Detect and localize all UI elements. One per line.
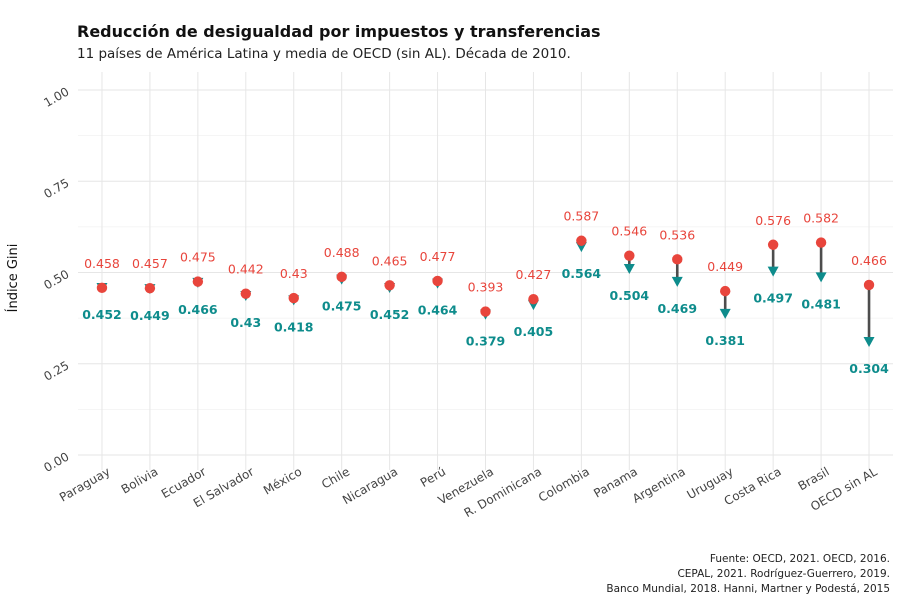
before-value-label: 0.546 (611, 224, 647, 239)
after-value-label: 0.497 (753, 291, 793, 306)
before-value-label: 0.477 (420, 249, 456, 264)
after-point (719, 308, 731, 319)
before-point (863, 279, 875, 291)
caption-line-2: CEPAL, 2021. Rodríguez-Guerrero, 2019. (677, 568, 890, 580)
caption-line-1: Fuente: OECD, 2021. OECD, 2016. (709, 553, 890, 565)
before-value-label: 0.458 (84, 256, 120, 271)
y-tick-label: 0.50 (41, 267, 71, 292)
source-caption: Fuente: OECD, 2021. OECD, 2016. CEPAL, 2… (606, 552, 890, 597)
x-tick-label: México (261, 464, 304, 497)
before-point (576, 235, 587, 246)
before-point (144, 282, 156, 294)
after-value-label: 0.304 (849, 361, 889, 376)
after-value-label: 0.466 (178, 302, 218, 317)
before-value-label: 0.488 (324, 245, 360, 260)
after-point (767, 266, 779, 277)
before-value-label: 0.442 (228, 262, 264, 277)
before-point (528, 293, 539, 305)
before-point (336, 271, 347, 283)
before-value-label: 0.466 (851, 253, 887, 268)
before-value-label: 0.465 (372, 253, 408, 268)
after-value-label: 0.418 (274, 319, 314, 334)
after-point (815, 272, 827, 283)
grid-layer (78, 72, 893, 470)
x-tick-label: Chile (319, 464, 352, 491)
before-point (767, 239, 779, 250)
after-value-label: 0.452 (370, 307, 410, 322)
before-value-label: 0.576 (755, 213, 791, 228)
before-value-label: 0.427 (516, 267, 552, 282)
chart-subtitle: 11 países de América Latina y media de O… (77, 46, 571, 62)
before-point (672, 254, 683, 265)
after-value-label: 0.449 (130, 308, 170, 323)
before-point (480, 306, 491, 317)
before-value-label: 0.475 (180, 250, 216, 265)
before-value-label: 0.536 (659, 227, 695, 242)
after-value-label: 0.43 (230, 315, 261, 330)
x-tick-label: Bolivia (119, 464, 161, 496)
caption-line-3: Banco Mundial, 2018. Hanni, Martner y Po… (606, 583, 890, 595)
y-tick-label: 0.25 (41, 358, 71, 383)
x-tick-label: Argentina (630, 464, 688, 505)
before-point (624, 250, 635, 261)
before-value-label: 0.582 (803, 211, 839, 226)
after-value-label: 0.481 (801, 296, 841, 311)
after-point (671, 276, 683, 287)
after-value-label: 0.452 (82, 307, 122, 322)
y-tick-label: 1.00 (41, 84, 71, 109)
before-point (720, 285, 731, 297)
x-tick-label: Colombia (536, 464, 592, 504)
before-value-label: 0.457 (132, 256, 168, 271)
y-tick-label: 0.00 (41, 449, 71, 474)
after-value-label: 0.564 (562, 266, 602, 281)
after-value-label: 0.379 (466, 334, 506, 349)
marks-layer: 0.458 0.452 0.457 0.449 0.475 0.466 0.442 0.43 0… (82, 209, 889, 376)
y-axis-title: Índice Gini (5, 244, 21, 313)
before-point (384, 280, 395, 291)
before-point (192, 276, 204, 287)
before-value-label: 0.587 (563, 209, 599, 224)
before-value-label: 0.393 (468, 280, 504, 295)
before-value-label: 0.449 (707, 259, 743, 274)
before-point (288, 292, 299, 304)
after-value-label: 0.464 (418, 303, 458, 318)
y-tick-label: 0.75 (41, 176, 71, 201)
after-value-label: 0.469 (657, 301, 697, 316)
before-value-label: 0.43 (280, 266, 308, 281)
x-tick-label: Paraguay (57, 464, 113, 504)
x-tick-label: Nicaragua (340, 464, 400, 507)
before-point (432, 275, 443, 287)
x-tick-label: Brasil (796, 464, 832, 493)
before-point (240, 288, 251, 299)
after-value-label: 0.405 (514, 324, 554, 339)
after-value-label: 0.475 (322, 299, 362, 314)
after-value-label: 0.504 (610, 288, 650, 303)
after-value-label: 0.381 (705, 333, 745, 348)
x-tick-label: Perú (418, 464, 448, 489)
after-point (623, 264, 635, 275)
after-point (863, 337, 875, 348)
before-point (815, 237, 827, 248)
before-point (96, 282, 108, 294)
chart-title: Reducción de desigualdad por impuestos y… (77, 22, 601, 41)
y-axis: 0.00 0.25 0.50 0.75 1.00 (41, 84, 71, 474)
